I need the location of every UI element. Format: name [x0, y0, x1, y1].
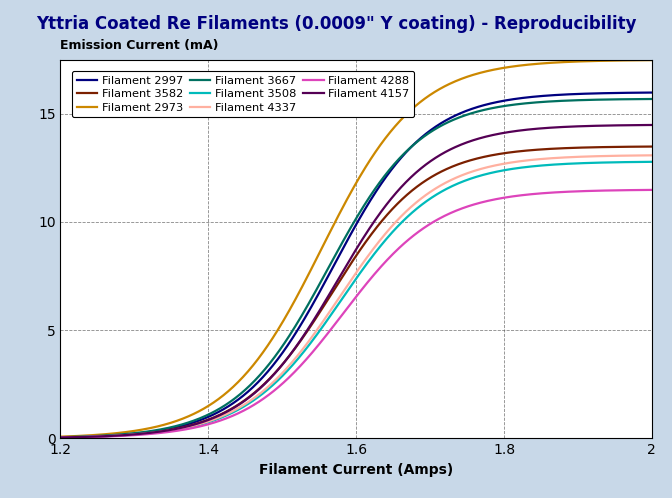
- Line: Filament 3508: Filament 3508: [60, 162, 652, 437]
- Filament 4157: [324, 293, 332, 299]
- Text: Yttria Coated Re Filaments (0.0009" Y coating) - Reproducibility: Yttria Coated Re Filaments (0.0009" Y co…: [36, 15, 636, 33]
- Filament 4288: [161, 429, 169, 435]
- Filament 4157: [161, 428, 169, 434]
- Filament 4288: [208, 420, 216, 426]
- Filament 2997: [161, 426, 169, 432]
- Filament 3667: [208, 409, 216, 415]
- Text: Emission Current (mA): Emission Current (mA): [60, 39, 219, 52]
- Filament 3508: [452, 182, 460, 188]
- Line: Filament 2973: Filament 2973: [60, 60, 652, 437]
- Filament 2997: [502, 98, 510, 104]
- Filament 4288: [56, 435, 65, 441]
- Filament 3508: [161, 429, 169, 435]
- Filament 3582: [648, 143, 656, 149]
- Filament 2997: [452, 113, 460, 119]
- Line: Filament 4288: Filament 4288: [60, 190, 652, 438]
- Filament 2997: [405, 146, 413, 152]
- Filament 4288: [502, 194, 510, 200]
- Filament 3508: [56, 434, 65, 440]
- Filament 4337: [452, 175, 460, 181]
- Filament 3667: [324, 265, 332, 271]
- Filament 4157: [405, 176, 413, 182]
- Filament 3667: [56, 434, 65, 440]
- Filament 4288: [648, 187, 656, 193]
- Filament 2973: [452, 78, 460, 84]
- Filament 4337: [56, 434, 65, 440]
- Filament 3508: [502, 167, 510, 173]
- Filament 4337: [648, 152, 656, 158]
- Filament 4288: [405, 236, 413, 242]
- Filament 3582: [56, 434, 65, 440]
- Filament 3582: [452, 162, 460, 168]
- Filament 2973: [405, 109, 413, 115]
- Filament 2973: [324, 233, 332, 239]
- Line: Filament 4157: Filament 4157: [60, 125, 652, 437]
- Line: Filament 3582: Filament 3582: [60, 146, 652, 437]
- Legend: Filament 2997, Filament 3582, Filament 2973, Filament 3667, Filament 3508, Filam: Filament 2997, Filament 3582, Filament 2…: [72, 71, 414, 117]
- Filament 2973: [502, 65, 510, 71]
- Filament 3667: [648, 96, 656, 102]
- Filament 4288: [324, 330, 332, 336]
- Line: Filament 4337: Filament 4337: [60, 155, 652, 437]
- Filament 4157: [56, 434, 65, 440]
- Filament 4157: [452, 144, 460, 150]
- Filament 2973: [56, 434, 65, 440]
- Filament 2973: [208, 400, 216, 406]
- Filament 4337: [405, 206, 413, 212]
- Filament 3508: [405, 213, 413, 219]
- Filament 3667: [161, 426, 169, 432]
- Filament 3582: [161, 428, 169, 434]
- Filament 4337: [502, 160, 510, 166]
- Filament 3667: [405, 146, 413, 152]
- Filament 4288: [452, 208, 460, 214]
- Filament 3508: [208, 418, 216, 424]
- Filament 2997: [208, 412, 216, 418]
- Filament 3508: [324, 316, 332, 322]
- Filament 2997: [56, 434, 65, 440]
- Filament 4337: [324, 311, 332, 317]
- X-axis label: Filament Current (Amps): Filament Current (Amps): [259, 463, 454, 477]
- Filament 4157: [502, 129, 510, 135]
- Line: Filament 2997: Filament 2997: [60, 93, 652, 437]
- Filament 3582: [208, 415, 216, 421]
- Filament 4337: [161, 428, 169, 434]
- Filament 3508: [648, 159, 656, 165]
- Filament 4337: [208, 417, 216, 423]
- Filament 4157: [208, 415, 216, 421]
- Filament 3582: [502, 150, 510, 156]
- Filament 2997: [324, 273, 332, 279]
- Filament 2997: [648, 90, 656, 96]
- Filament 3582: [405, 190, 413, 196]
- Filament 2973: [648, 57, 656, 63]
- Filament 3667: [502, 103, 510, 109]
- Line: Filament 3667: Filament 3667: [60, 99, 652, 437]
- Filament 3667: [452, 116, 460, 122]
- Filament 2973: [161, 421, 169, 427]
- Filament 4157: [648, 122, 656, 128]
- Filament 3582: [324, 296, 332, 302]
